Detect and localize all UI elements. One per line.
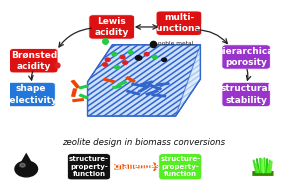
FancyBboxPatch shape [126, 90, 141, 95]
Text: noble metal: noble metal [158, 41, 194, 46]
Circle shape [15, 161, 38, 177]
FancyBboxPatch shape [78, 84, 89, 89]
FancyBboxPatch shape [71, 88, 77, 97]
FancyBboxPatch shape [70, 80, 80, 89]
FancyBboxPatch shape [103, 78, 115, 83]
Text: structure-
property-
function: structure- property- function [69, 156, 109, 177]
FancyBboxPatch shape [147, 83, 162, 91]
FancyBboxPatch shape [222, 45, 270, 69]
FancyBboxPatch shape [89, 15, 135, 39]
Text: structural
stability: structural stability [221, 84, 271, 105]
FancyBboxPatch shape [67, 154, 110, 180]
Text: multi-
functional: multi- functional [153, 13, 205, 33]
Circle shape [135, 56, 142, 60]
FancyBboxPatch shape [252, 171, 274, 176]
Circle shape [95, 55, 99, 59]
Circle shape [105, 58, 110, 61]
FancyBboxPatch shape [156, 11, 202, 35]
FancyBboxPatch shape [151, 93, 166, 98]
FancyBboxPatch shape [117, 81, 127, 86]
Circle shape [152, 55, 157, 59]
Circle shape [112, 53, 117, 56]
Circle shape [128, 51, 133, 54]
FancyBboxPatch shape [138, 85, 150, 93]
FancyBboxPatch shape [10, 49, 58, 73]
FancyBboxPatch shape [7, 82, 55, 107]
Text: Brønsted
acidity: Brønsted acidity [11, 51, 57, 71]
FancyBboxPatch shape [72, 98, 84, 102]
Circle shape [144, 53, 149, 56]
Text: structure-
property-
function: structure- property- function [160, 156, 200, 177]
Circle shape [102, 63, 108, 66]
Text: challenges: challenges [113, 162, 160, 171]
FancyBboxPatch shape [112, 85, 122, 89]
Polygon shape [20, 153, 32, 163]
Polygon shape [175, 45, 200, 116]
Polygon shape [87, 45, 200, 116]
Text: Lewis
acidity: Lewis acidity [95, 17, 129, 37]
FancyBboxPatch shape [156, 82, 170, 86]
Text: shape
selectivity: shape selectivity [5, 84, 57, 105]
Text: zeolite design in biomass conversions: zeolite design in biomass conversions [63, 138, 226, 147]
FancyBboxPatch shape [78, 94, 89, 99]
FancyBboxPatch shape [125, 76, 136, 83]
Circle shape [115, 66, 119, 69]
FancyBboxPatch shape [145, 89, 159, 96]
FancyBboxPatch shape [159, 154, 202, 180]
Text: hierarchical
porosity: hierarchical porosity [216, 47, 276, 67]
FancyBboxPatch shape [140, 81, 154, 86]
Circle shape [162, 58, 167, 61]
FancyBboxPatch shape [222, 82, 270, 107]
FancyBboxPatch shape [131, 83, 146, 88]
Circle shape [120, 55, 125, 59]
Circle shape [20, 163, 25, 167]
Circle shape [123, 61, 128, 64]
